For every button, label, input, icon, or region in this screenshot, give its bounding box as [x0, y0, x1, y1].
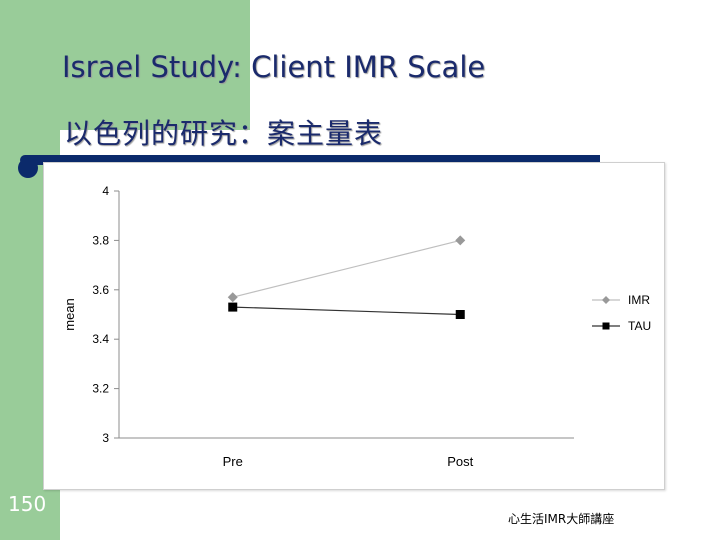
data-point-imr	[455, 235, 466, 246]
page-number: 150	[8, 492, 47, 516]
y-tick-label: 3.8	[92, 233, 109, 247]
data-point-tau	[455, 310, 465, 319]
title-rule-bar	[20, 155, 600, 165]
x-tick-label: Pre	[223, 454, 243, 469]
y-tick-label: 4	[102, 184, 109, 198]
title-rule-dot	[18, 158, 38, 178]
series-line-imr	[232, 239, 461, 298]
slide-title-chinese: 以色列的研究：案主量表	[64, 117, 384, 150]
y-tick-label: 3	[102, 431, 109, 445]
y-tick-label: 3.4	[92, 332, 109, 346]
y-tick-label: 3.2	[92, 382, 109, 396]
data-point-tau	[228, 302, 238, 312]
y-tick-label: 3.6	[92, 283, 109, 297]
footer-text: 心生活IMR大師講座	[508, 512, 615, 526]
legend-label-tau: TAU	[628, 319, 651, 333]
slide-title-english: Israel Study: Client IMR Scale	[62, 50, 486, 84]
legend-label-imr: IMR	[628, 293, 650, 307]
line-chart: 3 3.2 3.4 3.6 3.8 4 Pre Post mean IMR TAU	[62, 184, 651, 469]
y-axis-title: mean	[62, 298, 77, 331]
series-line-tau	[232, 306, 461, 316]
data-point-imr	[227, 292, 238, 303]
legend-marker-tau	[602, 322, 610, 330]
legend-marker-imr	[602, 296, 610, 304]
chart-panel: 3 3.2 3.4 3.6 3.8 4 Pre Post mean IMR TAU	[43, 162, 665, 490]
top-green-block	[60, 0, 250, 130]
x-tick-label: Post	[447, 454, 473, 469]
